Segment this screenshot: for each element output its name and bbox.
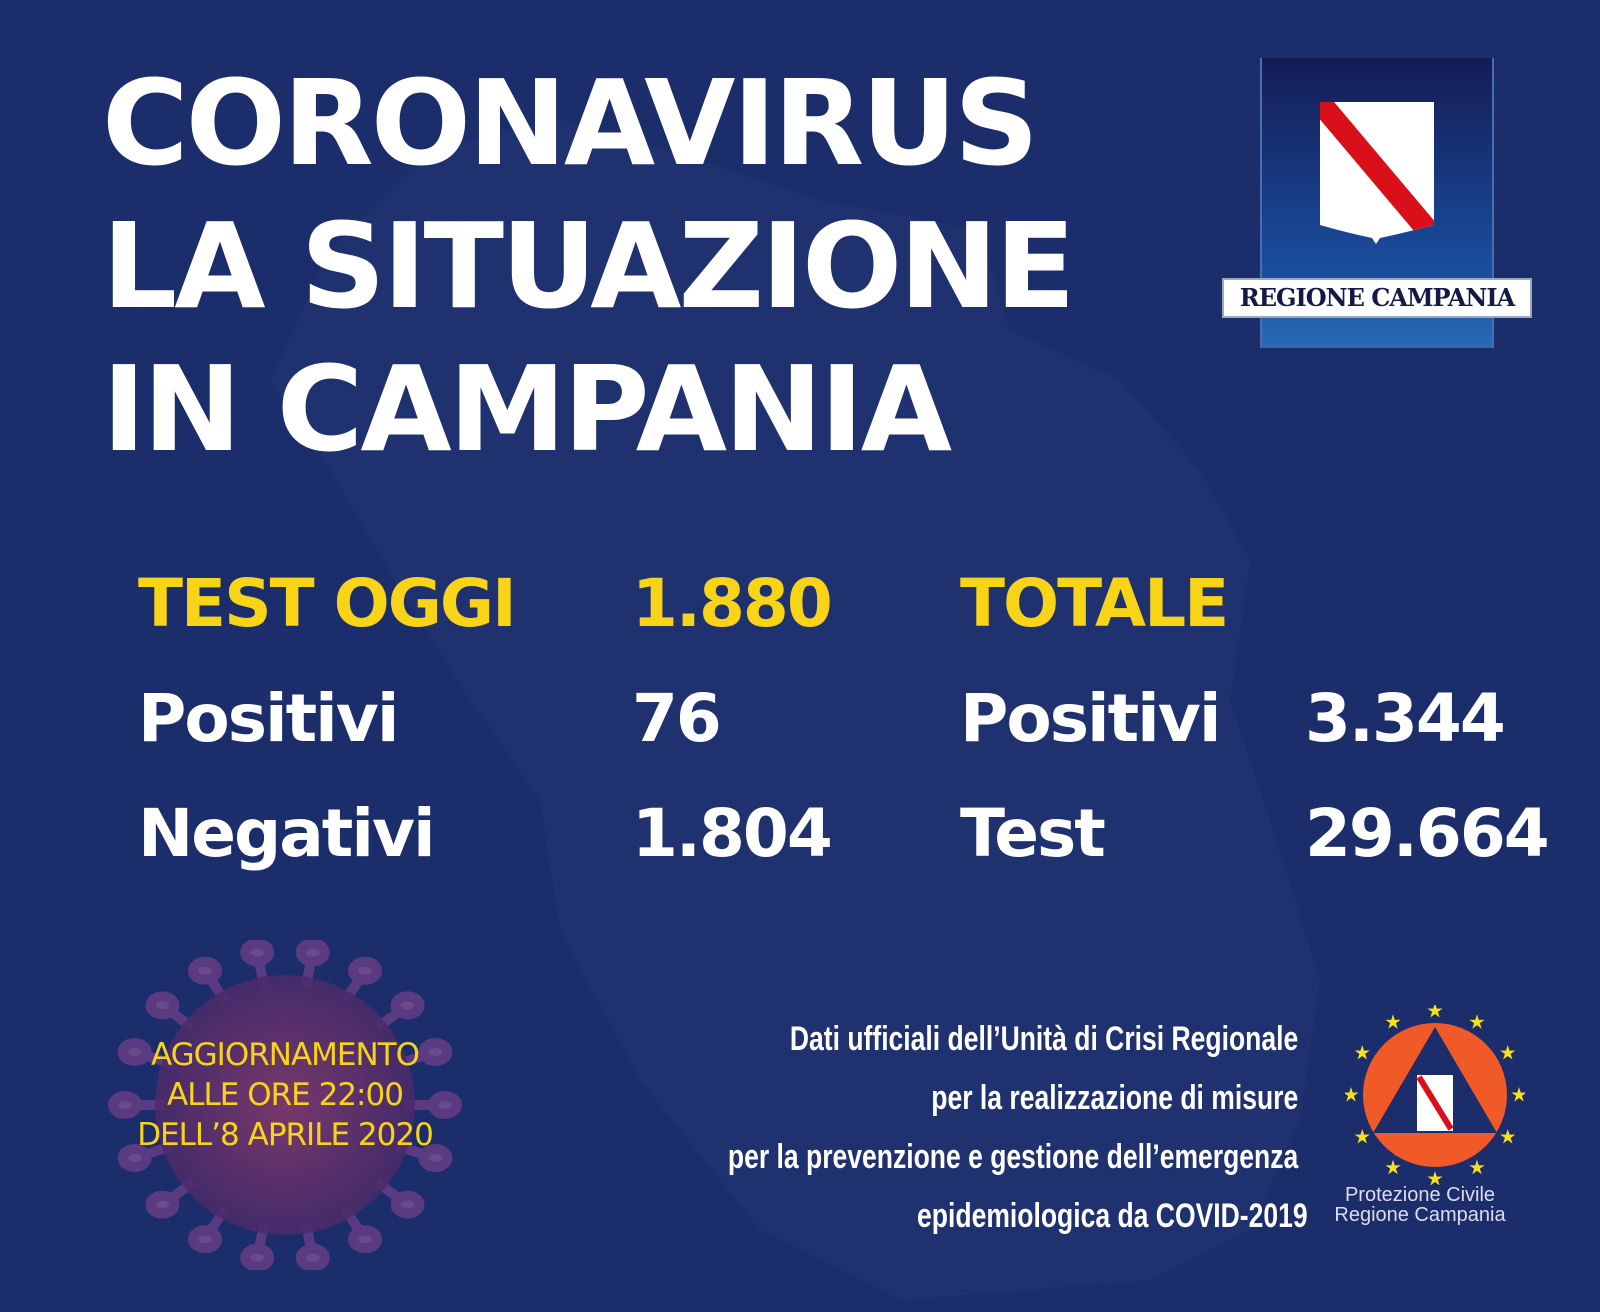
total-test-value: 29.664 xyxy=(1305,795,1550,872)
virus-spike-tip xyxy=(390,991,425,1020)
update-line: AGGIORNAMENTO xyxy=(150,1037,420,1073)
logo-text: REGIONE CAMPANIA xyxy=(1222,278,1532,318)
regione-campania-logo: REGIONE CAMPANIA xyxy=(1222,58,1532,348)
page-title: CORONAVIRUS LA SITUAZIONE IN CAMPANIA xyxy=(102,52,1076,481)
pc-line: Regione Campania xyxy=(1334,1204,1506,1226)
today-negative-label: Negativi xyxy=(138,795,436,872)
virus-spike-tip xyxy=(117,1037,152,1066)
total-positive-label: Positivi xyxy=(960,680,1221,757)
virus-spike-tip xyxy=(418,1037,453,1066)
star-icon xyxy=(1511,1087,1525,1102)
total-test-label: Test xyxy=(960,795,1106,872)
update-info: AGGIORNAMENTO ALLE ORE 22:00 DELL’8 APRI… xyxy=(110,1035,460,1155)
virus-spike-tip xyxy=(295,940,330,967)
star-icon xyxy=(1469,1159,1485,1175)
virus-spike-tip xyxy=(188,956,222,985)
virus-spike-tip xyxy=(390,1190,425,1219)
note-line: per la realizzazione di misure xyxy=(930,1079,1298,1117)
star-icon xyxy=(1469,1014,1485,1029)
update-line: DELL’8 APRILE 2020 xyxy=(137,1117,434,1153)
note-line: per la prevenzione e gestione dell’emerg… xyxy=(727,1138,1298,1176)
total-label: TOTALE xyxy=(960,565,1229,642)
virus-spike-tip xyxy=(240,1243,275,1270)
protezione-civile-text: Protezione Civile Regione Campania xyxy=(1320,1185,1520,1225)
title-line: CORONAVIRUS xyxy=(102,54,1039,192)
official-data-note: Dati ufficiali dell’Unità di Crisi Regio… xyxy=(727,1010,1308,1246)
virus-spike-tip xyxy=(188,1225,222,1254)
star-icon xyxy=(1385,1014,1401,1029)
today-negative-value: 1.804 xyxy=(632,795,833,872)
update-line: ALLE ORE 22:00 xyxy=(167,1077,404,1113)
star-icon xyxy=(1427,1171,1443,1185)
today-value: 1.880 xyxy=(632,565,833,642)
star-icon xyxy=(1500,1129,1516,1144)
title-line: LA SITUAZIONE xyxy=(102,197,1076,335)
today-label: TEST OGGI xyxy=(138,565,517,642)
virus-spike-tip xyxy=(240,940,275,967)
coronavirus-icon xyxy=(108,940,462,1270)
total-positive-value: 3.344 xyxy=(1305,680,1506,757)
protezione-civile-logo-icon xyxy=(1345,1005,1525,1185)
star-icon xyxy=(1345,1087,1359,1102)
pc-line: Protezione Civile xyxy=(1344,1184,1496,1206)
virus-spike-tip xyxy=(418,1144,453,1173)
virus-spike-tip xyxy=(348,956,382,985)
virus-spike-tip xyxy=(348,1225,382,1254)
virus-spike-tip xyxy=(428,1091,462,1119)
virus-spike-tip xyxy=(145,1190,180,1219)
virus-spike-tip xyxy=(117,1144,152,1173)
star-icon xyxy=(1427,1005,1443,1018)
today-positive-label: Positivi xyxy=(138,680,399,757)
star-icon xyxy=(1385,1159,1401,1175)
note-line: Dati ufficiali dell’Unità di Crisi Regio… xyxy=(789,1020,1298,1058)
virus-spike-tip xyxy=(145,991,180,1020)
today-positive-value: 76 xyxy=(632,680,722,757)
star-icon xyxy=(1500,1045,1516,1060)
title-line: IN CAMPANIA xyxy=(102,340,952,478)
star-icon xyxy=(1354,1045,1370,1060)
campania-coat-of-arms-icon xyxy=(1320,102,1434,244)
star-icon xyxy=(1354,1129,1370,1144)
virus-spike-tip xyxy=(108,1091,142,1119)
virus-spike-tip xyxy=(295,1243,330,1270)
note-line: epidemiologica da COVID-2019 xyxy=(916,1197,1308,1235)
